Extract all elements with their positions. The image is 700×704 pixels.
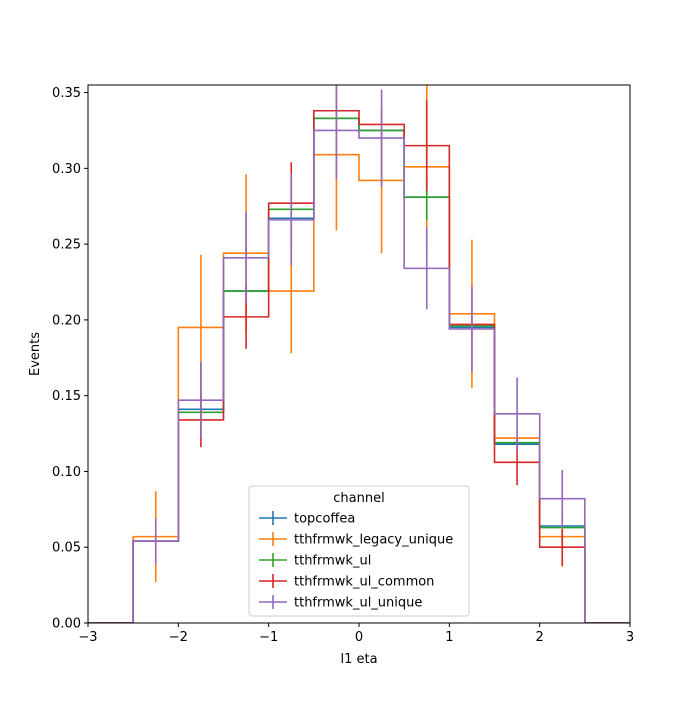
legend-label: topcoffea	[294, 512, 355, 527]
series-step-line	[88, 129, 630, 623]
legend-label: tthfrmwk_ul	[294, 554, 371, 569]
series-layer	[88, 85, 630, 623]
axes-layer: −3 −2 −1 0 1 2 3 0.00 0.05 0.10 0.15 0.20 0.25 0.30 0.…	[52, 84, 634, 645]
y-tick-label: 0.20	[52, 313, 81, 328]
legend-title: channel	[333, 491, 384, 506]
x-tick-label: 2	[536, 630, 544, 645]
x-axis-label: l1 eta	[340, 652, 377, 667]
legend-label: tthfrmwk_ul_unique	[294, 596, 422, 611]
y-axis-label: Events	[28, 332, 43, 376]
legend-item: tthfrmwk_ul	[259, 553, 371, 569]
y-tick-label: 0.00	[52, 617, 81, 632]
x-tick-label: −1	[259, 630, 278, 645]
y-tick-label: 0.05	[52, 541, 81, 556]
y-tick-label: 0.35	[52, 86, 81, 101]
x-tick-label: 0	[355, 630, 363, 645]
x-tick-label: 3	[626, 630, 634, 645]
legend-label: tthfrmwk_legacy_unique	[294, 533, 453, 548]
legend-box	[248, 485, 470, 617]
legend-item: tthfrmwk_ul_unique	[259, 595, 422, 611]
legend: channel topcoffea tthfrmwk_legacy_uniquett…	[248, 485, 470, 617]
x-tick-label: −2	[169, 630, 188, 645]
legend-item: tthfrmwk_ul_common	[259, 574, 434, 590]
y-tick-label: 0.10	[52, 465, 81, 480]
x-tick-label: −3	[78, 630, 97, 645]
y-tick-label: 0.25	[52, 238, 81, 253]
legend-item: topcoffea	[259, 511, 355, 527]
series-tthfrmwk_ul_unique	[88, 85, 630, 623]
y-tick-label: 0.30	[52, 162, 81, 177]
x-tick-label: 1	[445, 630, 453, 645]
legend-item: tthfrmwk_legacy_unique	[259, 532, 453, 548]
y-tick-label: 0.15	[52, 389, 81, 404]
legend-label: tthfrmwk_ul_common	[294, 575, 434, 590]
